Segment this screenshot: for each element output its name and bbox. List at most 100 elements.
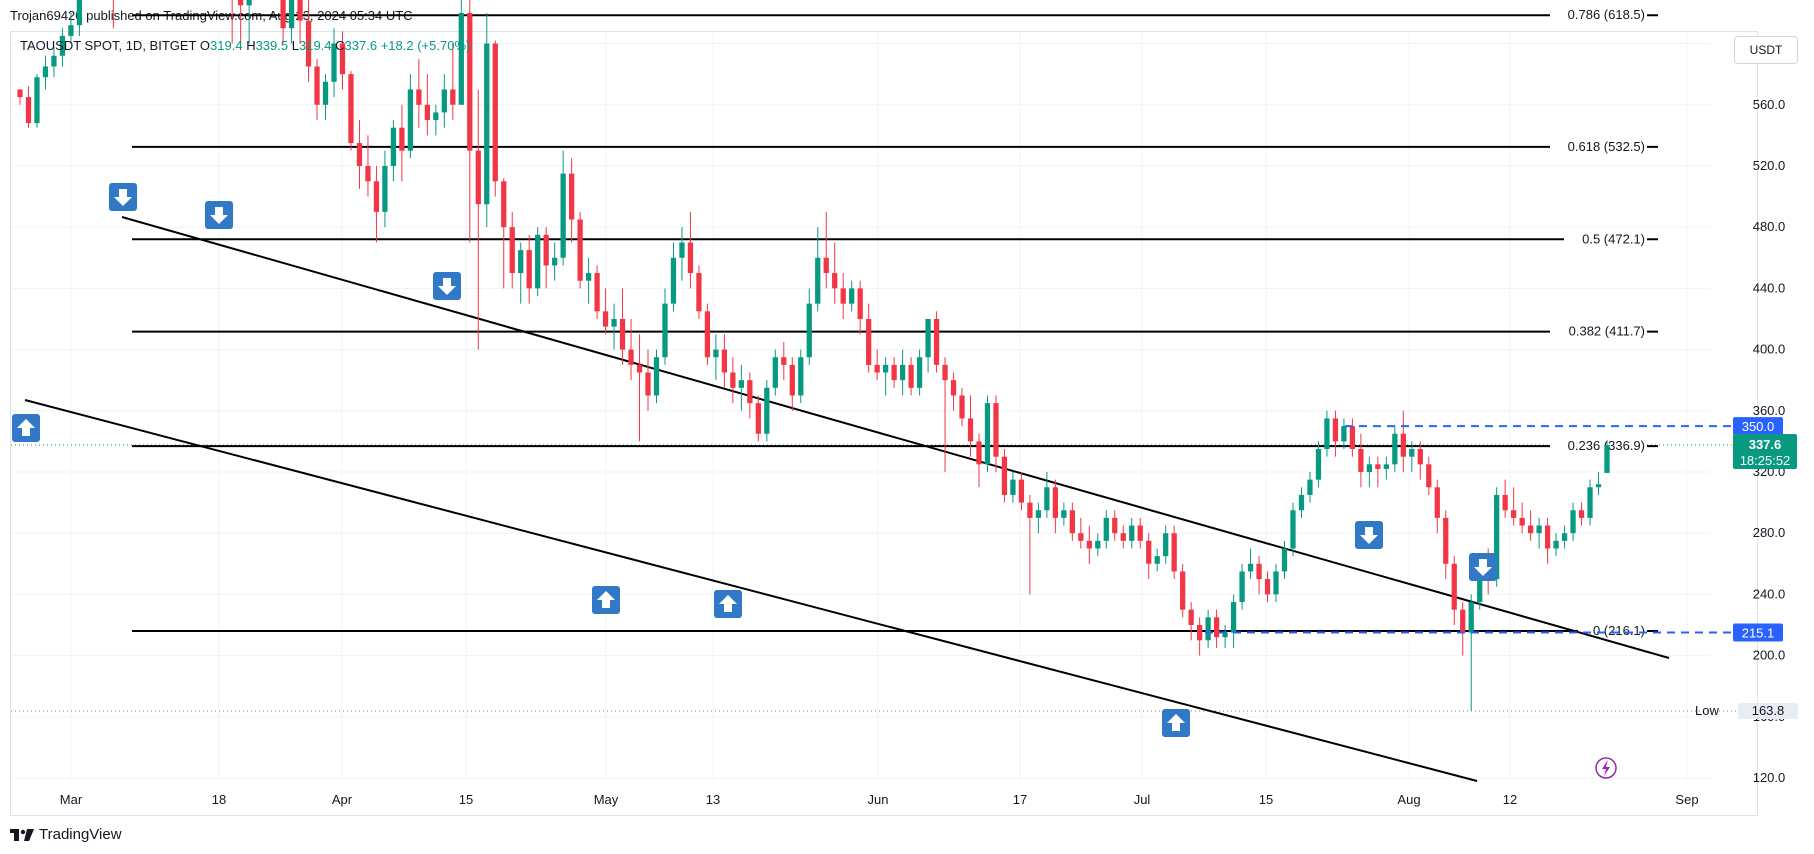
brand-name: TradingView [39, 826, 122, 843]
candle-body [1061, 510, 1067, 518]
candle-body [1519, 517, 1525, 526]
candle-body [594, 273, 600, 312]
low-tag [1738, 702, 1798, 719]
y-tick-label: 520.0 [1753, 158, 1786, 173]
lightning-icon[interactable] [1595, 757, 1617, 779]
price-tags: 350.0 215.1 337.618:25:52 [1733, 417, 1797, 642]
candle-body [238, 0, 244, 6]
candle-body [1078, 533, 1084, 541]
candle-body [322, 81, 329, 105]
candle-body [645, 372, 651, 396]
candle-body [577, 219, 583, 281]
price-axis: 120.0160.0200.0240.0280.0320.0360.0400.0… [1695, 36, 1798, 785]
fib-label-bg [1550, 137, 1647, 156]
candle-body [1561, 533, 1568, 541]
candle-body [1298, 494, 1305, 511]
candle-body [1052, 487, 1058, 518]
fib-level-label: 0.5 (472.1) [1582, 231, 1645, 246]
candle-body [288, 0, 295, 29]
fib-label-bg [1564, 230, 1647, 249]
x-tick-label: Jul [1134, 792, 1151, 807]
candle-body [713, 349, 719, 358]
candle-body [832, 273, 838, 289]
candle-body [1281, 548, 1288, 572]
candle-body [619, 318, 626, 350]
candle-body [348, 74, 354, 144]
candle-body [1222, 632, 1228, 638]
open-value: 319.4 [210, 38, 243, 53]
candle-body [68, 25, 74, 36]
candle-body [1180, 571, 1186, 610]
x-tick-label: Jun [868, 792, 889, 807]
candle-body [34, 77, 40, 124]
candle-body [1197, 624, 1203, 641]
candles [17, 0, 1610, 711]
candle-body [670, 257, 677, 304]
candle-body [1502, 494, 1508, 511]
candle-body [1349, 426, 1356, 450]
candle-body [721, 349, 728, 373]
x-tick-label: 15 [459, 792, 473, 807]
candle-body [1553, 540, 1559, 549]
candle-body [730, 372, 736, 388]
candle-body [1315, 449, 1322, 480]
candle-body [331, 43, 337, 82]
y-tick-label: 560.0 [1753, 97, 1786, 112]
bar-countdown: 18:25:52 [1740, 453, 1791, 468]
low-value: 319.4 [298, 38, 332, 53]
candle-body [1163, 533, 1169, 557]
candle-body [942, 364, 948, 381]
footer-brand[interactable]: TradingView [10, 826, 122, 843]
candle-body [1205, 617, 1211, 641]
candle-body [687, 242, 694, 274]
candle-body [747, 380, 753, 404]
candle-body [484, 43, 490, 205]
y-tick-label: 400.0 [1753, 342, 1786, 357]
x-tick-label: Mar [60, 792, 83, 807]
candle-body [501, 181, 507, 228]
candle-body [1527, 525, 1534, 534]
candle-body [424, 104, 430, 121]
x-tick-label: Apr [332, 792, 353, 807]
candle-body [280, 0, 286, 29]
y-tick-label: 240.0 [1753, 586, 1786, 601]
candle-body [543, 234, 549, 266]
candle-body [976, 441, 982, 465]
candle-body [314, 66, 320, 105]
candle-body [407, 89, 414, 151]
candle-body [738, 380, 744, 388]
candle-body [1434, 487, 1440, 518]
price-tag-bg [1733, 623, 1783, 642]
candle-body [569, 173, 575, 220]
candle-body [1137, 525, 1143, 541]
candle-body [339, 43, 346, 75]
fib-level-label: 0.786 (618.5) [1568, 7, 1645, 22]
candle-body [1595, 484, 1602, 488]
fib-label-bg [1550, 6, 1647, 25]
candle-body [789, 364, 795, 396]
candle-body [1341, 426, 1347, 442]
candle-body [662, 303, 668, 358]
candle-body [806, 303, 812, 358]
candle-body [1544, 525, 1551, 549]
candle-body [552, 257, 558, 266]
candle-body [1112, 517, 1118, 534]
candle-body [696, 273, 702, 312]
candle-body [1146, 540, 1152, 564]
candle-body [857, 288, 863, 319]
price-tag-bg [1733, 417, 1783, 436]
candle-body [1604, 445, 1610, 473]
fib-level-label: 0.618 (532.5) [1568, 139, 1645, 154]
currency-button[interactable]: USDT [1734, 36, 1798, 64]
candle-body [840, 288, 846, 304]
candle-body [933, 318, 940, 365]
descending-channel [24, 216, 1670, 782]
candle-body [984, 403, 991, 465]
candle-body [509, 227, 515, 274]
low-value: 163.8 [1752, 703, 1785, 718]
x-tick-label: Sep [1675, 792, 1698, 807]
candle-body [950, 380, 957, 396]
candle-body [305, 20, 312, 67]
candle-body [1018, 479, 1025, 503]
